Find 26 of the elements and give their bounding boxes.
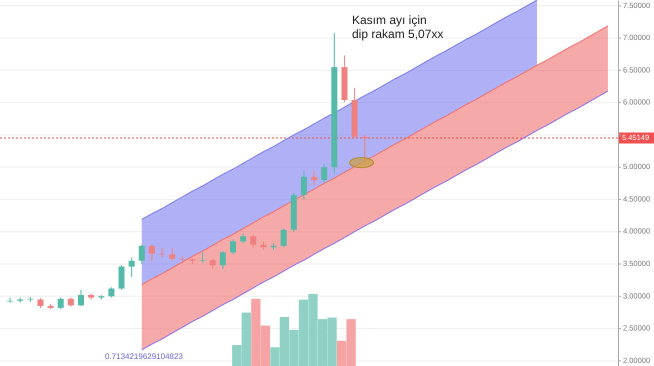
candlestick [68, 297, 74, 308]
candlestick [230, 238, 236, 255]
candlestick [240, 233, 246, 244]
candlestick [200, 252, 206, 264]
candlestick [321, 163, 328, 184]
line-series [141, 90, 608, 350]
candlestick [58, 297, 64, 310]
candlestick [128, 257, 135, 278]
candlestick [220, 250, 226, 270]
candlestick [118, 264, 125, 290]
annotation: 0.7134219629104823 [105, 352, 184, 361]
line-series [141, 0, 538, 220]
candlestick [280, 228, 287, 248]
candlestick [210, 258, 216, 270]
line-series [141, 25, 608, 286]
candlestick [148, 244, 155, 262]
candlestick [159, 247, 166, 258]
candlestick [300, 170, 307, 200]
annotation: Kasım ayı için dip rakam 5,07xx [352, 13, 444, 41]
candlestick [108, 286, 114, 298]
candlestick [169, 247, 176, 262]
candlestick [78, 289, 84, 306]
candlestick [250, 234, 256, 248]
candlestick [37, 298, 44, 308]
candlestick [138, 244, 145, 265]
candlestick [311, 170, 318, 186]
